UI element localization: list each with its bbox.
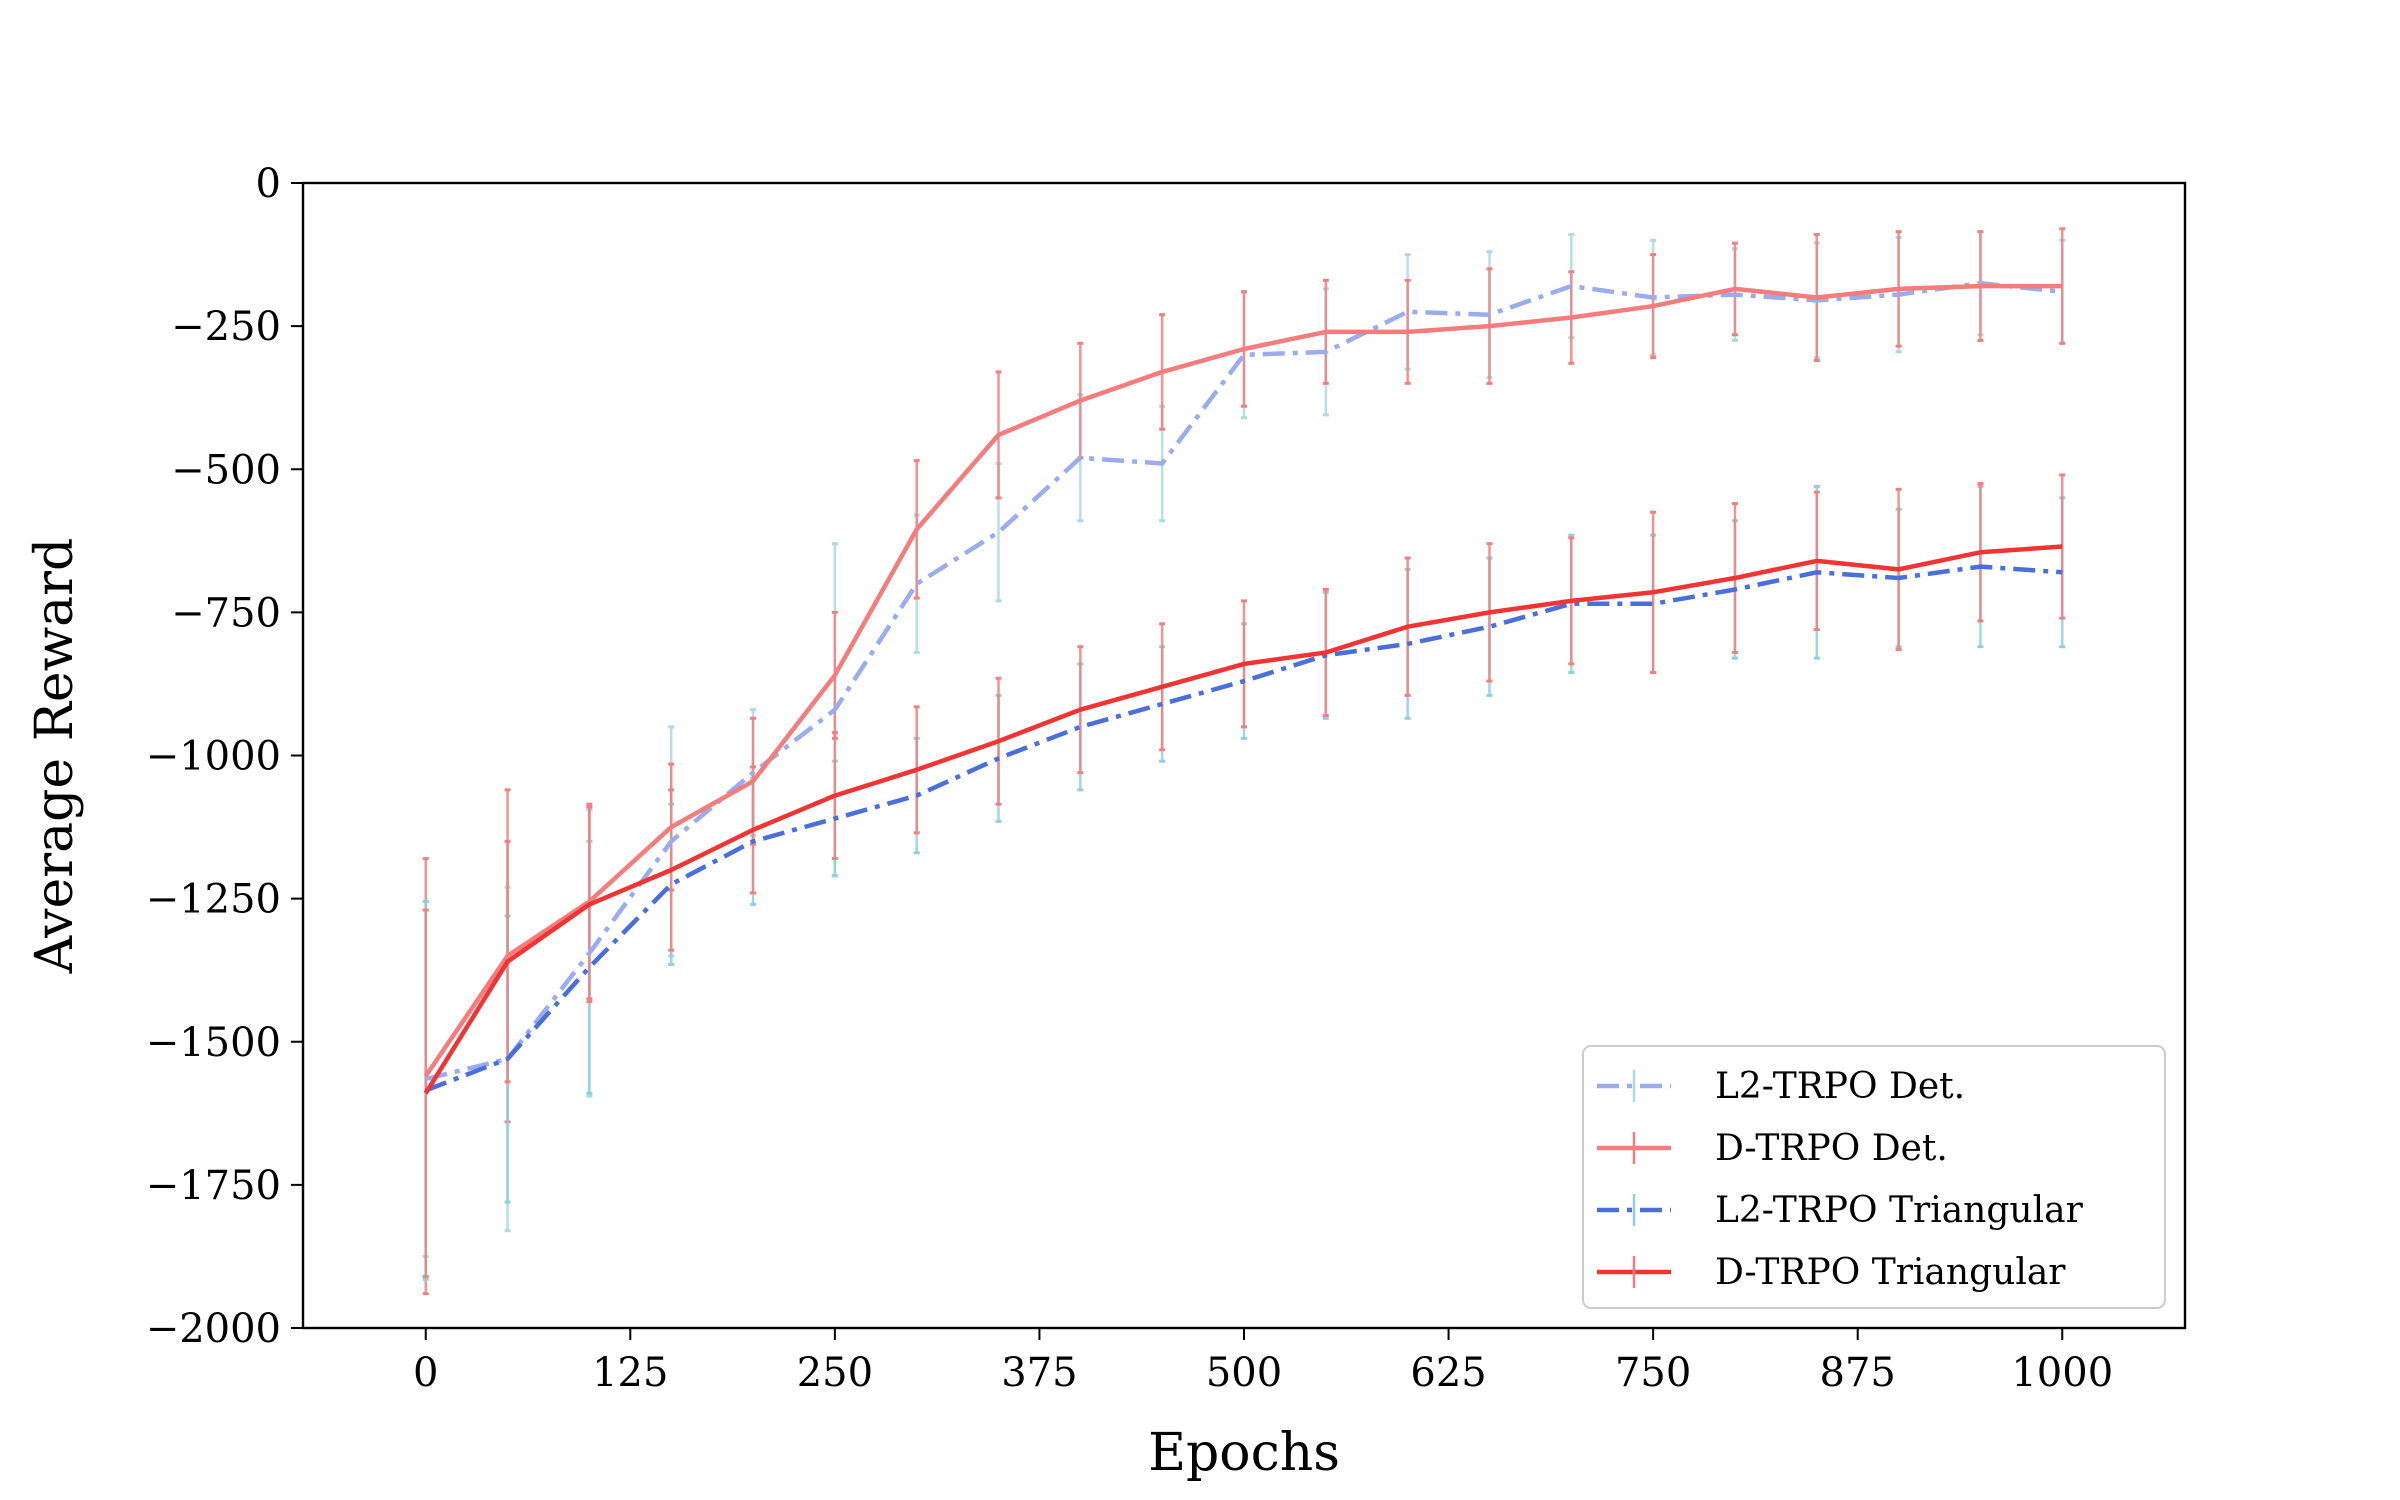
y-tick-label: −750 bbox=[171, 590, 281, 636]
legend-label: L2-TRPO Triangular bbox=[1715, 1190, 2084, 1231]
legend-label: L2-TRPO Det. bbox=[1715, 1066, 1965, 1107]
x-tick-label: 750 bbox=[1615, 1350, 1691, 1396]
legend-label: D-TRPO Det. bbox=[1715, 1128, 1948, 1169]
x-axis-ticks: 0 125 250 375 500 625 750 875 1000 bbox=[413, 1328, 2113, 1396]
x-tick-label: 125 bbox=[592, 1350, 668, 1396]
y-tick-label: −500 bbox=[171, 447, 281, 493]
y-tick-label: −1750 bbox=[146, 1163, 281, 1209]
series-line-2 bbox=[424, 564, 2063, 1093]
y-tick-label: 0 bbox=[256, 161, 281, 207]
y-axis-ticks: 0 −250 −500 −750 −1000 −1250 −1500 −1750 −2000 bbox=[146, 161, 303, 1352]
x-tick-label: 625 bbox=[1410, 1350, 1486, 1396]
x-axis-label: Epochs bbox=[1148, 1423, 1340, 1483]
legend: L2-TRPO Det. D-TRPO Det. L2-TRPO Triangula… bbox=[1582, 1045, 2166, 1309]
y-tick-label: −2000 bbox=[146, 1306, 281, 1352]
x-tick-label: 375 bbox=[1001, 1350, 1077, 1396]
x-tick-label: 875 bbox=[1820, 1350, 1896, 1396]
series-line-1 bbox=[423, 283, 2063, 1078]
x-tick-label: 0 bbox=[413, 1350, 438, 1396]
y-axis-label: Average Reward bbox=[25, 538, 85, 975]
x-tick-label: 250 bbox=[797, 1350, 873, 1396]
y-tick-label: −1500 bbox=[146, 1020, 281, 1066]
x-tick-label: 500 bbox=[1206, 1350, 1282, 1396]
legend-label: D-TRPO Triangular bbox=[1715, 1252, 2066, 1293]
legend-box bbox=[1582, 1045, 2166, 1309]
series-line-3 bbox=[423, 544, 2063, 1095]
y-tick-label: −1250 bbox=[146, 877, 281, 923]
series-line-0 bbox=[425, 280, 2063, 1082]
y-tick-label: −250 bbox=[171, 304, 281, 350]
series-lines bbox=[423, 280, 2063, 1095]
y-tick-label: −1000 bbox=[146, 734, 281, 780]
x-tick-label: 1000 bbox=[2011, 1350, 2113, 1396]
